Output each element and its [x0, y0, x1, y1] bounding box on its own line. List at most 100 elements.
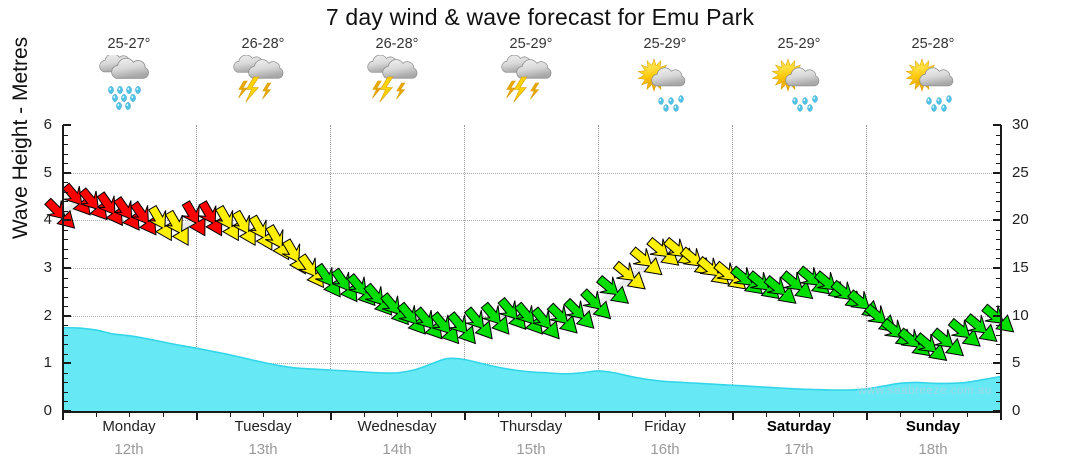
bottom-axis-tick-major [62, 411, 64, 420]
right-axis-tick-minor [996, 277, 1001, 279]
thunderstorm-icon [367, 55, 418, 103]
left-axis-tick-label: 2 [43, 306, 52, 324]
right-axis-tick-minor [996, 258, 1001, 260]
right-axis-tick-label: 15 [1012, 259, 1029, 276]
day-date: 12th [114, 441, 144, 458]
bottom-axis-tick-minor [832, 411, 834, 417]
bottom-axis-tick-minor [129, 411, 130, 417]
bottom-axis-tick-major [598, 411, 600, 420]
left-axis-tick-major [63, 267, 71, 269]
bottom-axis-tick-minor [933, 411, 934, 417]
day-date: 18th [918, 441, 948, 458]
left-axis-tick-minor [63, 191, 68, 193]
right-axis-tick-minor [996, 201, 1001, 203]
right-axis-tick-major [993, 124, 1001, 126]
temperature-range: 26-28° [241, 36, 285, 52]
right-axis-tick-label: 0 [1012, 402, 1021, 419]
right-axis-tick-minor [996, 334, 1001, 336]
day-footer-sunday: Sunday 18th [866, 418, 1000, 470]
bottom-axis-spine [62, 411, 1002, 413]
left-axis-tick-label: 5 [43, 163, 52, 181]
right-axis-tick-major [993, 314, 1001, 317]
left-axis-tick-label: 0 [43, 402, 52, 419]
right-axis-tick-label: 10 [1012, 306, 1029, 324]
day-header-sunday: 25-28° [866, 36, 1000, 124]
right-axis-tick-minor [996, 325, 1001, 327]
wave-height-area-series [61, 326, 1001, 411]
right-axis-tick-major [993, 362, 1001, 365]
left-axis-tick-major [63, 314, 71, 317]
left-axis-tick-minor [63, 287, 68, 289]
day-header-monday: 25-27° [62, 36, 196, 124]
bottom-axis-tick-minor [698, 411, 700, 417]
left-axis-tick-minor [63, 353, 68, 355]
right-axis-tick-minor [996, 372, 1001, 374]
right-axis-tick-major [993, 410, 1001, 412]
temperature-range: 25-28° [911, 36, 955, 52]
left-axis-tick-minor [63, 153, 68, 155]
bottom-axis-tick-minor [263, 411, 264, 417]
bottom-axis-tick-minor [966, 411, 968, 417]
thunderstorm-icon [233, 55, 284, 103]
left-axis-tick-minor [63, 163, 68, 165]
bottom-axis-tick-minor [95, 411, 97, 417]
bottom-axis-tick-minor [765, 411, 767, 417]
bottom-axis-tick-minor [229, 411, 231, 417]
right-axis-tick-major [993, 267, 1001, 269]
left-axis-tick-minor [63, 258, 68, 260]
bottom-axis-tick-major [330, 411, 332, 420]
bottom-axis-tick-minor [162, 411, 164, 417]
day-name: Saturday [766, 418, 832, 435]
day-header-strip: 25-27° 26-28° 26-28° 25-29° 25-29° 25-29° 25-2… [62, 36, 1000, 124]
bottom-axis-tick-minor [296, 411, 298, 417]
day-name: Friday [644, 418, 686, 435]
horizontal-gridline [62, 363, 1000, 365]
right-axis-tick-label: 30 [1012, 116, 1029, 133]
right-axis-tick-minor [996, 134, 1001, 136]
day-name: Monday [102, 418, 156, 435]
right-axis-tick-minor [996, 153, 1001, 155]
bottom-axis-tick-major [196, 411, 198, 420]
temperature-range: 25-29° [643, 36, 687, 52]
left-axis-tick-label: 6 [43, 116, 52, 133]
rain-cloud-icon [99, 55, 149, 110]
left-axis-tick-minor [63, 391, 68, 393]
left-axis-tick-major [63, 219, 71, 222]
thunderstorm-icon [501, 55, 552, 103]
right-axis-tick-minor [996, 239, 1001, 241]
day-header-wednesday: 26-28° [330, 36, 464, 124]
day-name: Sunday [905, 418, 961, 435]
left-axis-tick-minor [63, 210, 68, 212]
sun-cloud-shower-icon [637, 57, 686, 112]
right-axis-tick-label: 25 [1012, 163, 1029, 181]
bottom-axis-tick-major [732, 411, 734, 420]
right-axis-tick-minor [996, 391, 1001, 393]
left-axis-tick-minor [63, 144, 68, 146]
day-footer-strip: Monday 12th Tuesday 13th Wednesday 14th Thursd… [62, 418, 1000, 470]
left-axis-tick-minor [63, 306, 68, 308]
right-axis-tick-minor [996, 191, 1001, 193]
day-header-saturday: 25-29° [732, 36, 866, 124]
bottom-axis-tick-minor [799, 411, 800, 417]
bottom-axis-tick-minor [665, 411, 666, 417]
right-axis-tick-minor [996, 248, 1001, 250]
left-axis-tick-minor [63, 134, 68, 136]
bottom-axis-tick-major [866, 411, 868, 420]
chart-title: 7 day wind & wave forecast for Emu Park [325, 4, 755, 30]
temperature-range: 26-28° [375, 36, 419, 52]
sun-cloud-shower-icon [771, 57, 820, 112]
day-name: Thursday [499, 418, 563, 435]
left-axis-tick-major [63, 410, 71, 412]
day-footer-saturday: Saturday 17th [732, 418, 866, 470]
right-axis-tick-minor [996, 163, 1001, 165]
right-axis-tick-minor [996, 401, 1001, 403]
bottom-axis-tick-minor [363, 411, 365, 417]
bottom-axis-tick-minor [631, 411, 633, 417]
temperature-range: 25-29° [509, 36, 553, 52]
day-footer-friday: Friday 16th [598, 418, 732, 470]
left-axis-tick-label: 1 [43, 354, 52, 372]
left-axis-tick-minor [63, 229, 68, 231]
left-axis-tick-label: 3 [43, 259, 52, 276]
right-axis-tick-minor [996, 210, 1001, 212]
